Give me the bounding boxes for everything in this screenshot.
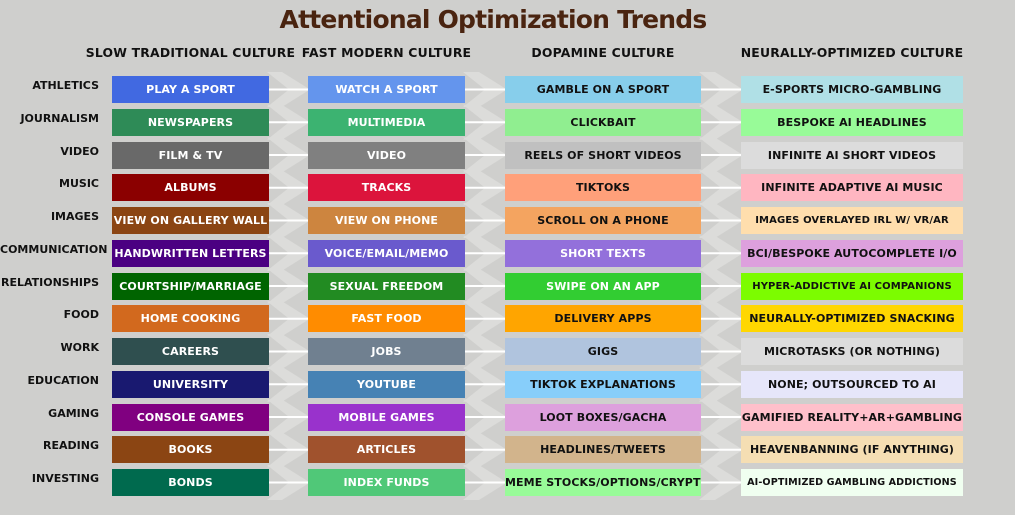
culture-box: BONDS bbox=[112, 469, 269, 496]
culture-box: TIKTOK EXPLANATIONS bbox=[505, 370, 701, 398]
culture-box: FAST FOOD bbox=[308, 305, 465, 333]
row-label: IMAGES bbox=[50, 210, 99, 223]
culture-box: MEME STOCKS/OPTIONS/CRYPTO bbox=[505, 469, 701, 496]
row-label: FOOD bbox=[63, 308, 99, 322]
culture-box: GAMIFIED REALITY+AR+GAMBLING bbox=[741, 403, 963, 431]
row-label: READING bbox=[43, 439, 99, 453]
row-label: VIDEO bbox=[60, 144, 99, 158]
culture-box: LOOT BOXES/GACHA bbox=[505, 403, 701, 431]
culture-box: HEAVENBANNING (IF ANYTHING) bbox=[741, 436, 963, 464]
culture-box: INFINITE ADAPTIVE AI MUSIC bbox=[741, 174, 963, 202]
culture-box: CONSOLE GAMES bbox=[112, 403, 269, 431]
row-label: ATHLETICS bbox=[32, 79, 99, 92]
culture-box: INDEX FUNDS bbox=[308, 469, 465, 496]
culture-box: PLAY A SPORT bbox=[112, 76, 269, 103]
culture-box: IMAGES OVERLAYED IRL W/ VR/AR bbox=[741, 207, 963, 234]
culture-box: BESPOKE AI HEADLINES bbox=[741, 108, 963, 136]
culture-box: MICROTASKS (OR NOTHING) bbox=[741, 338, 963, 365]
culture-box: NEWSPAPERS bbox=[112, 108, 269, 136]
page-title: Attentional Optimization Trends bbox=[279, 5, 708, 34]
culture-box: CAREERS bbox=[112, 338, 269, 365]
culture-box: ALBUMS bbox=[112, 174, 269, 202]
culture-box: NEURALLY-OPTIMIZED SNACKING bbox=[741, 305, 963, 333]
culture-box: TIKTOKS bbox=[505, 174, 701, 202]
column-header: DOPAMINE CULTURE bbox=[531, 45, 675, 60]
culture-box: CLICKBAIT bbox=[505, 108, 701, 136]
column-header: FAST MODERN CULTURE bbox=[301, 45, 472, 60]
row-label: RELATIONSHIPS bbox=[0, 275, 99, 289]
culture-box: SWIPE ON AN APP bbox=[505, 272, 701, 300]
culture-box: SEXUAL FREEDOM bbox=[308, 272, 465, 300]
culture-box: VOICE/EMAIL/MEMO bbox=[308, 239, 465, 267]
culture-box: AI-OPTIMIZED GAMBLING ADDICTIONS bbox=[741, 469, 963, 496]
row-label: COMMUNICATION bbox=[0, 242, 108, 256]
culture-box: TRACKS bbox=[308, 174, 465, 202]
culture-box: DELIVERY APPS bbox=[505, 305, 701, 333]
culture-box: VIEW ON GALLERY WALL bbox=[112, 207, 269, 234]
culture-box: GAMBLE ON A SPORT bbox=[505, 76, 701, 103]
row-label: INVESTING bbox=[31, 472, 99, 485]
culture-box: WATCH A SPORT bbox=[308, 76, 465, 103]
row-label: JOURNALISM bbox=[20, 111, 99, 125]
culture-box: GIGS bbox=[505, 338, 701, 365]
culture-box: HOME COOKING bbox=[112, 305, 269, 333]
culture-box: NONE; OUTSOURCED TO AI bbox=[741, 370, 963, 398]
culture-box: MOBILE GAMES bbox=[308, 403, 465, 431]
culture-box: YOUTUBE bbox=[308, 370, 465, 398]
row-label: GAMING bbox=[48, 406, 99, 420]
culture-box: HANDWRITTEN LETTERS bbox=[112, 239, 269, 267]
row-label: EDUCATION bbox=[27, 373, 99, 387]
culture-box: SCROLL ON A PHONE bbox=[505, 207, 701, 234]
culture-box: UNIVERSITY bbox=[112, 370, 269, 398]
culture-box: VIDEO bbox=[308, 141, 465, 169]
row-label: WORK bbox=[60, 341, 99, 354]
culture-box: ARTICLES bbox=[308, 436, 465, 464]
column-header: NEURALLY-OPTIMIZED CULTURE bbox=[740, 45, 964, 60]
culture-box: HEADLINES/TWEETS bbox=[505, 436, 701, 464]
column-header: SLOW TRADITIONAL CULTURE bbox=[85, 45, 296, 60]
culture-box: MULTIMEDIA bbox=[308, 108, 465, 136]
culture-box: BCI/BESPOKE AUTOCOMPLETE I/O bbox=[741, 239, 963, 267]
culture-box: REELS OF SHORT VIDEOS bbox=[505, 141, 701, 169]
culture-box: HYPER-ADDICTIVE AI COMPANIONS bbox=[741, 272, 963, 300]
culture-box: COURTSHIP/MARRIAGE bbox=[112, 272, 269, 300]
culture-box: BOOKS bbox=[112, 436, 269, 464]
culture-box: JOBS bbox=[308, 338, 465, 365]
culture-box: VIEW ON PHONE bbox=[308, 207, 465, 234]
culture-box: INFINITE AI SHORT VIDEOS bbox=[741, 141, 963, 169]
culture-box: SHORT TEXTS bbox=[505, 239, 701, 267]
culture-box: E-SPORTS MICRO-GAMBLING bbox=[741, 76, 963, 103]
culture-box: FILM & TV bbox=[112, 141, 269, 169]
row-label: MUSIC bbox=[59, 177, 99, 191]
